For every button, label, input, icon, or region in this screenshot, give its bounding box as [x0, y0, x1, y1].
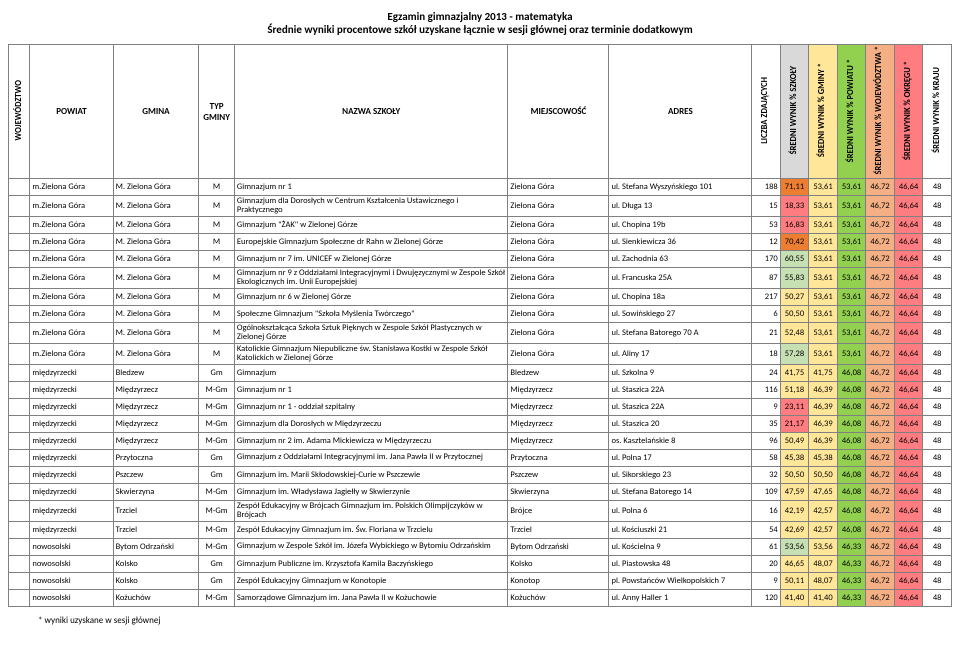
title-line2: Średnie wyniki procentowe szkół uzyskane…	[8, 23, 952, 36]
header-col-13: ŚREDNI WYNIK % KRAJU	[923, 45, 952, 179]
header-col-12: ŚREDNI WYNIK % OKRĘGU *	[894, 45, 923, 179]
table-row: m.Zielona GóraM. Zielona GóraMGimnazjum …	[9, 289, 952, 306]
table-body: m.Zielona GóraM. Zielona GóraMGimnazjum …	[9, 179, 952, 606]
header-col-2: GMINA	[113, 45, 199, 179]
table-row: nowosolskiBytom OdrzańskiM-GmGimnazjum w…	[9, 538, 952, 555]
table-row: międzyrzeckiMiędzyrzeczM-GmGimnazjum nr …	[9, 398, 952, 415]
footnote: * wyniki uzyskane w sesji głównej	[8, 615, 952, 626]
header-col-11: ŚREDNI WYNIK % WOJEWÓDZTWA *	[866, 45, 895, 179]
title-line1: Egzamin gimnazjalny 2013 - matematyka	[8, 10, 952, 23]
table-row: m.Zielona GóraM. Zielona GóraMGimnazjum …	[9, 217, 952, 234]
table-row: nowosolskiKożuchówM-GmSamorządowe Gimnaz…	[9, 589, 952, 606]
table-row: międzyrzeckiTrzcielM-GmZespół Edukacyjny…	[9, 521, 952, 538]
table-row: nowosolskiKolskoGmZespół Edukacyjny Gimn…	[9, 572, 952, 589]
table-row: m.Zielona GóraM. Zielona GóraMOgólnokszt…	[9, 323, 952, 344]
table-row: międzyrzeckiTrzcielM-GmZespół Edukacyjny…	[9, 500, 952, 521]
table-row: międzyrzeckiMiędzyrzeczM-GmGimnazjum nr …	[9, 381, 952, 398]
header-col-3: TYP GMINY	[199, 45, 235, 179]
header-col-0: WOJEWÓDZTWO	[9, 45, 30, 179]
table-row: międzyrzeckiPszczewGmGimnazjum im. Marii…	[9, 466, 952, 483]
table-row: międzyrzeckiBledzewGmGimnazjumBledzewul.…	[9, 364, 952, 381]
table-row: nowosolskiKolskoGmGimnazjum Publiczne im…	[9, 555, 952, 572]
table-row: międzyrzeckiSkwierzynaM-GmGimnazjum im. …	[9, 483, 952, 500]
table-row: m.Zielona GóraM. Zielona GóraMGimnazjum …	[9, 268, 952, 289]
header-col-5: MIEJSCOWOŚĆ	[508, 45, 609, 179]
header-col-6: ADRES	[609, 45, 752, 179]
header-col-10: ŚREDNI WYNIK % POWIATU *	[837, 45, 866, 179]
table-row: m.Zielona GóraM. Zielona GóraMGimnazjum …	[9, 196, 952, 217]
header-col-1: POWIAT	[30, 45, 113, 179]
header-col-4: NAZWA SZKOŁY	[234, 45, 508, 179]
table-row: międzyrzeckiMiędzyrzeczM-GmGimnazjum dla…	[9, 415, 952, 432]
header-col-9: ŚREDNI WYNIK % GMINY *	[809, 45, 838, 179]
table-row: m.Zielona GóraM. Zielona GóraMEuropejski…	[9, 234, 952, 251]
table-row: międzyrzeckiMiędzyrzeczM-GmGimnazjum nr …	[9, 432, 952, 449]
table-row: m.Zielona GóraM. Zielona GóraMGimnazjum …	[9, 179, 952, 196]
results-table: WOJEWÓDZTWOPOWIATGMINATYP GMINYNAZWA SZK…	[8, 44, 952, 607]
table-row: m.Zielona GóraM. Zielona GóraMKatolickie…	[9, 344, 952, 365]
table-row: m.Zielona GóraM. Zielona GóraMSpołeczne …	[9, 306, 952, 323]
table-row: międzyrzeckiPrzytocznaGmGimnazjum z Oddz…	[9, 449, 952, 466]
header-col-7: LICZBA ZDAJĄCYCH	[752, 45, 781, 179]
table-row: m.Zielona GóraM. Zielona GóraMGimnazjum …	[9, 251, 952, 268]
table-header: WOJEWÓDZTWOPOWIATGMINATYP GMINYNAZWA SZK…	[9, 45, 952, 179]
header-col-8: ŚREDNI WYNIK % SZKOŁY	[780, 45, 809, 179]
